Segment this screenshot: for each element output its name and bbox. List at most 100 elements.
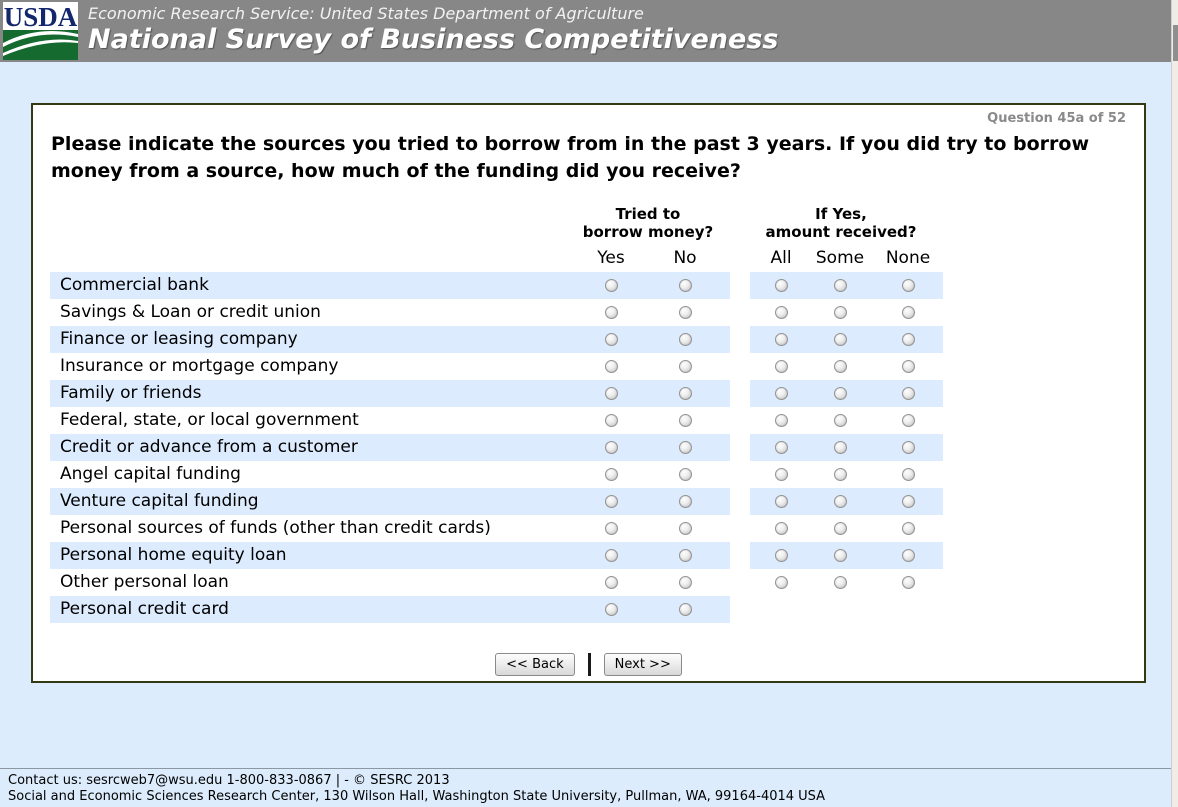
- radio-amount-none[interactable]: [902, 522, 915, 535]
- question-progress: Question 45a of 52: [987, 111, 1126, 126]
- radio-borrow-yes[interactable]: [605, 522, 618, 535]
- radio-amount-none[interactable]: [902, 468, 915, 481]
- radio-borrow-no[interactable]: [679, 306, 692, 319]
- radio-amount-all[interactable]: [775, 441, 788, 454]
- column-group-headers: Tried to borrow money? If Yes, amount re…: [50, 205, 943, 245]
- radio-amount-all[interactable]: [775, 279, 788, 292]
- radio-amount-some[interactable]: [834, 522, 847, 535]
- radio-amount-some[interactable]: [834, 441, 847, 454]
- radio-amount-none[interactable]: [902, 576, 915, 589]
- radio-amount-some[interactable]: [834, 387, 847, 400]
- radio-amount-all[interactable]: [775, 360, 788, 373]
- radio-borrow-no[interactable]: [679, 576, 692, 589]
- table-row: Finance or leasing company: [50, 326, 943, 353]
- radio-amount-all[interactable]: [775, 333, 788, 346]
- next-button[interactable]: Next >>: [603, 652, 682, 676]
- nav-buttons: << Back Next >>: [33, 649, 1144, 679]
- radio-amount-some[interactable]: [834, 495, 847, 508]
- row-label: Insurance or mortgage company: [60, 356, 339, 376]
- radio-borrow-no[interactable]: [679, 360, 692, 373]
- radio-amount-none[interactable]: [902, 549, 915, 562]
- radio-borrow-no[interactable]: [679, 333, 692, 346]
- row-stripe-left: Venture capital funding: [50, 488, 730, 515]
- radio-borrow-yes[interactable]: [605, 360, 618, 373]
- radio-amount-some[interactable]: [834, 333, 847, 346]
- table-row: Family or friends: [50, 380, 943, 407]
- survey-table: Commercial bank Savings & Loan or credit …: [50, 272, 943, 623]
- radio-amount-some[interactable]: [834, 279, 847, 292]
- scrollbar-thumb[interactable]: [1173, 25, 1178, 61]
- radio-amount-none[interactable]: [902, 333, 915, 346]
- radio-borrow-yes[interactable]: [605, 333, 618, 346]
- radio-amount-some[interactable]: [834, 306, 847, 319]
- scrollbar-track[interactable]: [1171, 0, 1178, 807]
- group-header-line: borrow money?: [582, 223, 714, 241]
- radio-amount-some[interactable]: [834, 549, 847, 562]
- radio-amount-all[interactable]: [775, 414, 788, 427]
- radio-borrow-yes[interactable]: [605, 441, 618, 454]
- radio-borrow-no[interactable]: [679, 279, 692, 292]
- radio-borrow-no[interactable]: [679, 468, 692, 481]
- table-row: Venture capital funding: [50, 488, 943, 515]
- radio-amount-all[interactable]: [775, 306, 788, 319]
- radio-borrow-yes[interactable]: [605, 414, 618, 427]
- radio-borrow-yes[interactable]: [605, 549, 618, 562]
- radio-amount-all[interactable]: [775, 522, 788, 535]
- radio-borrow-no[interactable]: [679, 522, 692, 535]
- back-button[interactable]: << Back: [495, 652, 575, 676]
- column-header-some: Some: [815, 248, 865, 268]
- radio-amount-none[interactable]: [902, 441, 915, 454]
- row-label: Angel capital funding: [60, 464, 241, 484]
- usda-logo-graphic: USDA: [3, 2, 78, 60]
- row-stripe-left: Insurance or mortgage company: [50, 353, 730, 380]
- radio-amount-none[interactable]: [902, 360, 915, 373]
- radio-amount-none[interactable]: [902, 495, 915, 508]
- row-stripe-left: Other personal loan: [50, 569, 730, 596]
- row-label: Personal home equity loan: [60, 545, 287, 565]
- survey-title: National Survey of Business Competitiven…: [88, 24, 779, 55]
- radio-borrow-yes[interactable]: [605, 468, 618, 481]
- radio-borrow-yes[interactable]: [605, 306, 618, 319]
- table-row: Commercial bank: [50, 272, 943, 299]
- question-panel: Question 45a of 52 Please indicate the s…: [31, 103, 1146, 683]
- radio-amount-all[interactable]: [775, 576, 788, 589]
- radio-amount-none[interactable]: [902, 387, 915, 400]
- radio-borrow-no[interactable]: [679, 603, 692, 616]
- group-header-line: Tried to: [615, 205, 681, 223]
- radio-borrow-no[interactable]: [679, 414, 692, 427]
- button-divider: [587, 652, 591, 676]
- header-bar: USDA Economic Research Service: United S…: [0, 0, 1171, 62]
- row-stripe-left: Personal home equity loan: [50, 542, 730, 569]
- radio-borrow-no[interactable]: [679, 441, 692, 454]
- radio-amount-some[interactable]: [834, 414, 847, 427]
- radio-borrow-yes[interactable]: [605, 279, 618, 292]
- radio-borrow-yes[interactable]: [605, 387, 618, 400]
- radio-amount-some[interactable]: [834, 468, 847, 481]
- radio-borrow-yes[interactable]: [605, 495, 618, 508]
- table-row: Credit or advance from a customer: [50, 434, 943, 461]
- radio-borrow-no[interactable]: [679, 549, 692, 562]
- radio-amount-none[interactable]: [902, 414, 915, 427]
- column-header-none: None: [885, 248, 931, 268]
- table-row: Personal credit card: [50, 596, 943, 623]
- radio-borrow-yes[interactable]: [605, 576, 618, 589]
- table-row: Federal, state, or local government: [50, 407, 943, 434]
- radio-amount-all[interactable]: [775, 468, 788, 481]
- radio-amount-all[interactable]: [775, 495, 788, 508]
- radio-amount-none[interactable]: [902, 279, 915, 292]
- radio-amount-none[interactable]: [902, 306, 915, 319]
- usda-logo: USDA: [3, 2, 78, 60]
- radio-amount-some[interactable]: [834, 576, 847, 589]
- row-label: Personal sources of funds (other than cr…: [60, 518, 491, 538]
- row-stripe-left: Personal sources of funds (other than cr…: [50, 515, 730, 542]
- radio-borrow-no[interactable]: [679, 495, 692, 508]
- borrow-group-header: Tried to borrow money?: [583, 205, 714, 241]
- radio-amount-all[interactable]: [775, 549, 788, 562]
- row-stripe-left: Finance or leasing company: [50, 326, 730, 353]
- radio-amount-some[interactable]: [834, 360, 847, 373]
- row-label: Personal credit card: [60, 599, 229, 619]
- radio-borrow-no[interactable]: [679, 387, 692, 400]
- radio-amount-all[interactable]: [775, 387, 788, 400]
- row-label: Venture capital funding: [60, 491, 259, 511]
- radio-borrow-yes[interactable]: [605, 603, 618, 616]
